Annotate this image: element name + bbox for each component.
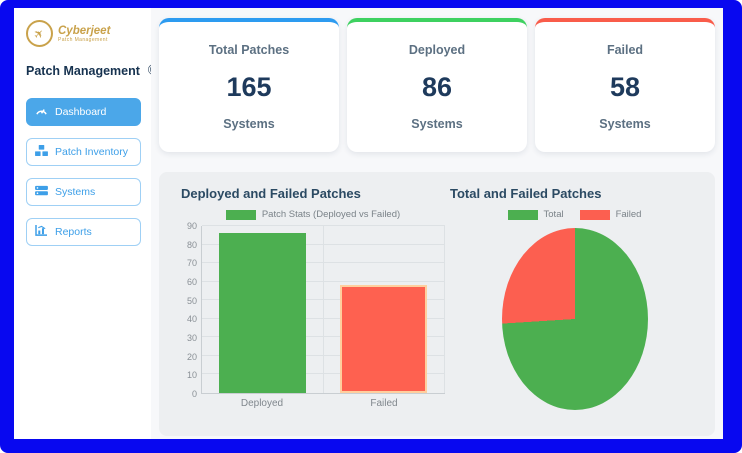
bar-category-cell [202,226,324,393]
sidebar-item-label: Dashboard [55,106,107,118]
gridline [202,317,445,319]
bar-chart-legend: Patch Stats (Deployed vs Failed) [181,209,445,220]
stat-card-value: 86 [421,71,453,102]
pie-chart-wrap [450,226,699,410]
gridline [202,336,445,338]
y-tick-label: 30 [186,333,197,343]
gridline [202,299,445,301]
pie-chart[interactable] [501,228,648,410]
stat-card-title: Total Patches [208,42,290,57]
gauge-icon [35,105,48,119]
bar-failed[interactable] [340,285,428,393]
gridline [202,373,445,375]
stat-card-deployed: Deployed 86 Systems [347,18,527,152]
stat-card-unit: Systems [411,117,463,132]
y-tick-label: 20 [186,351,197,362]
bar-chart-x-axis: Deployed Failed [201,394,445,409]
bar-chart-section: Deployed and Failed Patches Patch Stats … [181,186,445,436]
sidebar-item-reports[interactable]: Reports [26,218,141,246]
stat-cards-row: Total Patches 165 Systems Deployed 86 Sy… [159,18,715,152]
y-tick-label: 70 [186,258,197,269]
logo-brand: Cyberjeet [58,24,111,37]
bar-deployed[interactable] [218,233,306,393]
legend-label: Patch Stats (Deployed vs Failed) [261,209,401,220]
gridline [202,280,445,282]
sidebar-item-patch-inventory[interactable]: Patch Inventory [26,138,141,166]
sidebar-item-label: Systems [55,186,96,198]
bar-category-cell [324,226,445,393]
pie-chart-legend: Total Failed [450,209,699,220]
sidebar-nav: Dashboard Patch Inventory [26,98,141,246]
sidebar-item-label: Reports [55,226,92,238]
stat-card-title: Failed [606,42,644,57]
legend-label: Total [543,209,564,220]
gridline [202,262,445,264]
logo: ✈ Cyberjeet Patch Management [26,20,141,47]
stat-card-unit: Systems [599,117,651,132]
stat-card-value: 58 [609,71,641,102]
logo-tagline: Patch Management [58,36,108,43]
sidebar: ✈ Cyberjeet Patch Management Patch Manag… [14,8,160,439]
bar-chart-plot-area [201,225,445,394]
legend-label: Failed [615,209,642,220]
stat-card-unit: Systems [223,117,275,132]
pie-chart-section: Total and Failed Patches Total Failed [450,186,699,436]
bar-chart-icon [35,225,48,239]
main-content: Total Patches 165 Systems Deployed 86 Sy… [151,8,723,439]
stat-card-value: 165 [226,71,272,102]
legend-item[interactable]: Patch Stats (Deployed vs Failed) [225,209,401,220]
sidebar-item-systems[interactable]: Systems [26,178,141,206]
server-icon [35,185,48,199]
gridline [202,354,445,356]
y-tick-label: 80 [186,239,197,250]
logo-icon: ✈ [26,20,53,47]
x-tick-label: Deployed [240,398,284,409]
stat-card-failed: Failed 58 Systems [535,18,715,152]
bar-chart-title: Deployed and Failed Patches [181,186,361,201]
sidebar-item-label: Patch Inventory [55,146,128,158]
legend-item[interactable]: Failed [579,209,642,220]
y-tick-label: 60 [186,277,197,287]
y-tick-label: 10 [186,370,197,381]
y-tick-label: 50 [186,295,197,306]
y-tick-label: 90 [186,221,197,231]
gridline [202,225,445,226]
sidebar-item-dashboard[interactable]: Dashboard [26,98,141,126]
bar-chart: Patch Stats (Deployed vs Failed) 0 10 20 30… [181,209,445,409]
app-title: Patch Management [26,63,140,78]
stat-card-total-patches: Total Patches 165 Systems [159,18,339,152]
stat-card-title: Deployed [408,42,466,57]
legend-swatch [579,209,610,220]
legend-item[interactable]: Total [507,209,564,220]
boxes-icon [35,145,48,159]
bar-chart-y-axis: 0 10 20 30 40 50 60 70 80 90 [181,221,201,399]
y-tick-label: 40 [186,314,197,325]
charts-panel: Deployed and Failed Patches Patch Stats … [159,172,715,436]
gridline [202,243,445,245]
pie-chart-title: Total and Failed Patches [450,186,602,201]
y-tick-label: 0 [191,389,197,399]
x-tick-label: Failed [370,398,398,409]
legend-swatch [507,209,538,220]
sidebar-title-row: Patch Management ☾ [26,63,160,78]
legend-swatch [225,209,256,220]
